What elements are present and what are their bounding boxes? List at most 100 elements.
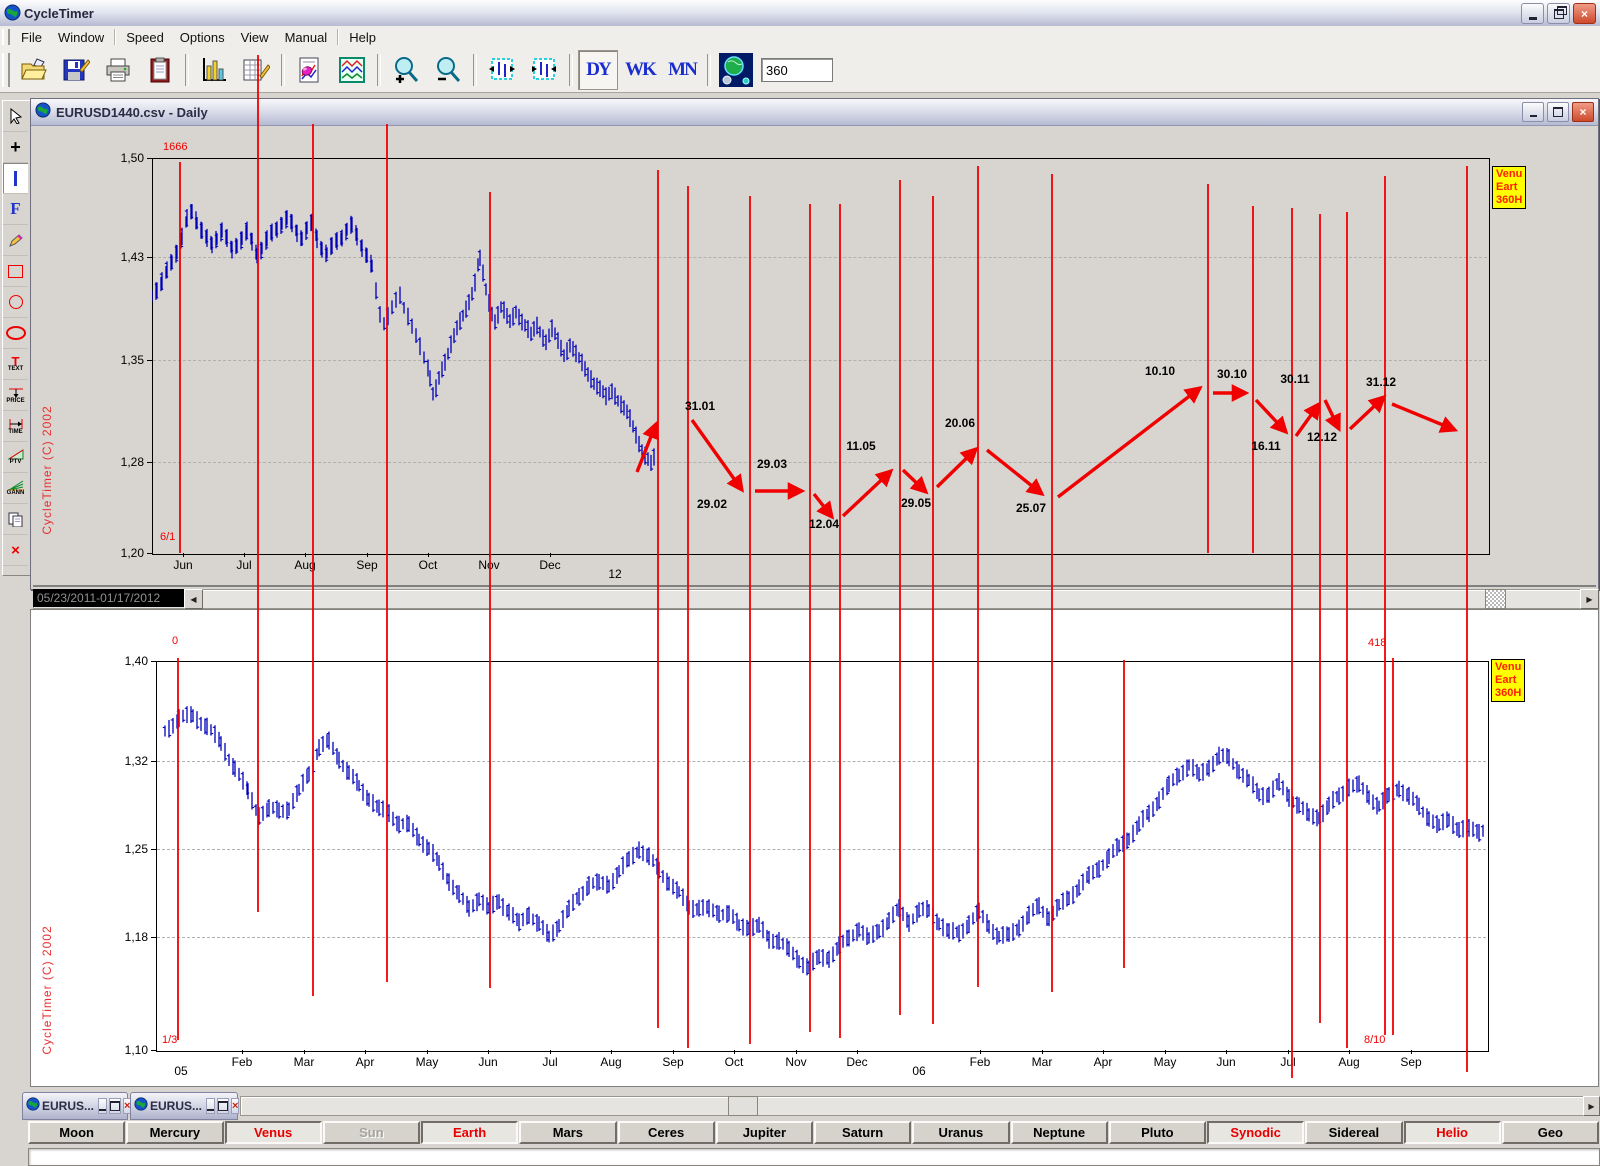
menu-item-options[interactable]: Options [179, 29, 225, 45]
pointer-tool[interactable] [3, 101, 28, 132]
upper-scrollbar[interactable] [33, 589, 1599, 609]
daily-button-label: DY [586, 59, 611, 80]
planet-button-venus[interactable]: Venus [224, 1121, 322, 1144]
chart-client-upper [33, 585, 1596, 587]
planet-button-ceres[interactable]: Ceres [617, 1121, 715, 1144]
menu-item-window[interactable]: Window [57, 29, 105, 45]
text-tool[interactable]: T TEXT [3, 349, 28, 380]
miniwin2-maximize-button[interactable] [217, 1098, 230, 1114]
toolbar: DY WK MN [0, 48, 1600, 93]
app-close-button[interactable]: × [1573, 3, 1596, 24]
scroll-left-button[interactable]: ◀ [184, 589, 203, 609]
fibonacci-tool[interactable]: F [3, 194, 28, 225]
drawing-palette: + F T TEXT PRICE TIME PTV GANN × [2, 100, 31, 576]
chart-window-globe-icon [35, 101, 51, 123]
app-title: CycleTimer [24, 5, 94, 21]
planet-button-synodic[interactable]: Synodic [1207, 1121, 1305, 1144]
ellipse-tool[interactable] [3, 318, 28, 349]
crosshair-tool[interactable]: + [3, 132, 28, 163]
toolbar-separator [707, 54, 711, 86]
app-minimize-button[interactable] [1521, 3, 1544, 24]
planet-button-neptune[interactable]: Neptune [1010, 1121, 1108, 1144]
minimized-window-1[interactable]: EURUS... × [22, 1092, 132, 1120]
menu-item-help[interactable]: Help [349, 29, 376, 45]
daily-button[interactable]: DY [578, 50, 618, 90]
chart-close-button[interactable]: × [1572, 102, 1594, 122]
chart-window-titlebar[interactable]: EURUSD1440.csv - Daily × [31, 99, 1598, 126]
chart-window-upper: EURUSD1440.csv - Daily × [30, 98, 1599, 590]
quote-sheet-button[interactable] [236, 50, 276, 90]
pencil-tool[interactable] [3, 225, 28, 256]
monthly-button[interactable]: MN [662, 50, 702, 90]
planet-button-mars[interactable]: Mars [519, 1121, 617, 1144]
app-restore-button[interactable] [1547, 3, 1570, 24]
bottom-scrollbar-thumb[interactable] [728, 1096, 758, 1116]
planet-button-sun[interactable]: Sun [322, 1121, 420, 1144]
planet-button-helio[interactable]: Helio [1403, 1121, 1501, 1144]
miniwin2-close-button[interactable]: × [231, 1098, 240, 1114]
planet-button-earth[interactable]: Earth [421, 1121, 519, 1144]
miniwin2-minimize-button[interactable] [206, 1098, 216, 1114]
ptv-tool[interactable]: PTV [3, 442, 28, 473]
scroll-right-button[interactable]: ▶ [1580, 589, 1599, 609]
vertical-line-tool[interactable] [3, 163, 28, 194]
planet-button-saturn[interactable]: Saturn [814, 1121, 912, 1144]
zoom-out-button[interactable] [428, 50, 468, 90]
print-button[interactable] [98, 50, 138, 90]
gann-tool[interactable]: GANN [3, 473, 28, 504]
indicator-button[interactable] [332, 50, 372, 90]
chart-maximize-button[interactable] [1547, 102, 1569, 122]
menubar: File Window Speed Options View Manual Help [0, 26, 1600, 49]
menu-item-file[interactable]: File [21, 29, 42, 45]
weekly-button[interactable]: WK [620, 50, 660, 90]
planet-button-pluto[interactable]: Pluto [1108, 1121, 1206, 1144]
miniwin1-title: EURUS... [42, 1099, 95, 1113]
planet-button-sidereal[interactable]: Sidereal [1305, 1121, 1403, 1144]
menu-separator [114, 29, 117, 45]
degrees-input[interactable] [761, 58, 833, 82]
planet-button-jupiter[interactable]: Jupiter [715, 1121, 813, 1144]
bottom-scroll-right-button[interactable]: ▶ [1583, 1096, 1600, 1116]
widen-bars-button[interactable] [482, 50, 522, 90]
planet-button-geo[interactable]: Geo [1501, 1121, 1599, 1144]
minimized-window-2[interactable]: EURUS... × [130, 1092, 240, 1120]
miniwin2-title: EURUS... [150, 1099, 203, 1113]
chart-minimize-button[interactable] [1522, 102, 1544, 122]
miniwin1-globe-icon [26, 1096, 40, 1116]
chart-window-title: EURUSD1440.csv - Daily [56, 104, 208, 120]
menu-item-speed[interactable]: Speed [126, 29, 164, 45]
price-tool[interactable]: PRICE [3, 380, 28, 411]
chart-colors-button[interactable] [290, 50, 330, 90]
zoom-in-button[interactable] [386, 50, 426, 90]
toolbar-separator [569, 54, 573, 86]
delete-tool[interactable]: × [3, 535, 28, 566]
toolbar-grip [2, 53, 10, 87]
planet-button-uranus[interactable]: Uranus [912, 1121, 1010, 1144]
rectangle-tool[interactable] [3, 256, 28, 287]
weekly-button-label: WK [625, 59, 657, 80]
circle-tool[interactable] [3, 287, 28, 318]
narrow-bars-button[interactable] [524, 50, 564, 90]
scrollbar-thumb[interactable] [1485, 589, 1506, 609]
bottom-scrollbar[interactable] [240, 1096, 1584, 1116]
open-button[interactable] [14, 50, 54, 90]
app-titlebar: CycleTimer × [0, 0, 1600, 27]
chart-type-button[interactable] [194, 50, 234, 90]
planetary-button[interactable] [716, 50, 756, 90]
menu-item-view[interactable]: View [240, 29, 269, 45]
copy-tool[interactable] [3, 504, 28, 535]
toolbar-separator [185, 54, 189, 86]
miniwin1-maximize-button[interactable] [109, 1098, 122, 1114]
toolbar-separator [377, 54, 381, 86]
toolbar-separator [473, 54, 477, 86]
planet-button-mercury[interactable]: Mercury [126, 1121, 224, 1144]
time-tool[interactable]: TIME [3, 411, 28, 442]
chart-window-lower [30, 609, 1599, 1087]
miniwin1-minimize-button[interactable] [98, 1098, 108, 1114]
menu-item-manual[interactable]: Manual [284, 29, 328, 45]
toolbar-separator [281, 54, 285, 86]
clipboard-button[interactable] [140, 50, 180, 90]
save-button[interactable] [56, 50, 96, 90]
planet-button-moon[interactable]: Moon [28, 1121, 126, 1144]
